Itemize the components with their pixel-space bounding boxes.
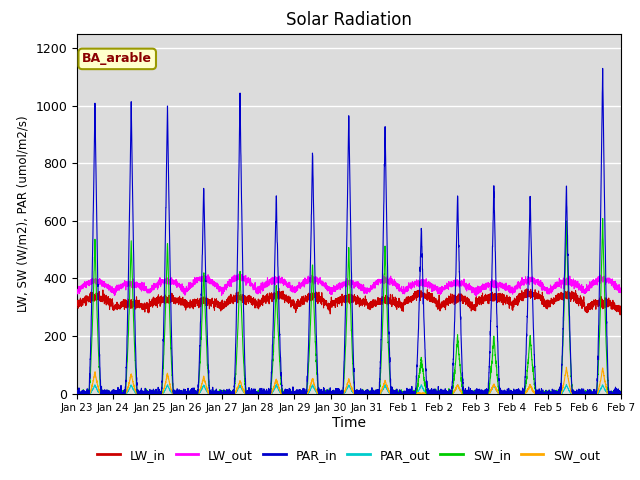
SW_in	[441, 391, 449, 396]
LW_out	[502, 285, 509, 290]
LW_in	[616, 312, 624, 318]
PAR_in	[171, 387, 179, 393]
SW_out	[502, 391, 509, 396]
LW_in	[171, 296, 179, 302]
PAR_out	[454, 382, 461, 387]
LW_out	[617, 286, 625, 291]
LW_out	[471, 287, 479, 293]
LW_out	[472, 293, 480, 299]
PAR_in	[502, 388, 509, 394]
SW_out	[171, 391, 179, 396]
SW_in	[617, 391, 625, 396]
Line: LW_in: LW_in	[77, 288, 621, 315]
Line: LW_out: LW_out	[77, 274, 621, 296]
Y-axis label: LW, SW (W/m2), PAR (umol/m2/s): LW, SW (W/m2), PAR (umol/m2/s)	[17, 115, 29, 312]
PAR_in	[617, 390, 625, 396]
PAR_in	[616, 389, 624, 395]
LW_in	[502, 301, 509, 307]
LW_in	[471, 303, 479, 309]
Line: PAR_in: PAR_in	[77, 68, 621, 394]
SW_in	[502, 390, 509, 396]
SW_out	[616, 391, 624, 396]
LW_out	[235, 271, 243, 277]
LW_out	[73, 292, 81, 298]
SW_out	[471, 391, 479, 396]
SW_out	[73, 391, 81, 396]
LW_in	[329, 302, 337, 308]
SW_out	[563, 364, 570, 370]
Title: Solar Radiation: Solar Radiation	[286, 11, 412, 29]
SW_in	[73, 390, 81, 396]
LW_in	[441, 299, 449, 304]
PAR_in	[441, 391, 449, 396]
PAR_out	[441, 390, 449, 396]
PAR_in	[73, 386, 81, 392]
PAR_out	[171, 391, 179, 396]
X-axis label: Time: Time	[332, 416, 366, 430]
Legend: LW_in, LW_out, PAR_in, PAR_out, SW_in, SW_out: LW_in, LW_out, PAR_in, PAR_out, SW_in, S…	[92, 444, 605, 467]
Line: SW_in: SW_in	[77, 218, 621, 394]
PAR_out	[617, 390, 625, 396]
PAR_out	[329, 391, 337, 396]
PAR_out	[471, 391, 479, 396]
LW_in	[73, 300, 81, 306]
PAR_out	[74, 391, 81, 396]
SW_out	[328, 391, 336, 396]
LW_in	[617, 305, 625, 311]
SW_in	[171, 389, 179, 395]
Text: BA_arable: BA_arable	[82, 52, 152, 65]
Line: PAR_out: PAR_out	[77, 384, 621, 394]
SW_in	[73, 391, 81, 396]
SW_in	[329, 391, 337, 396]
PAR_out	[73, 390, 81, 396]
PAR_in	[74, 391, 81, 396]
PAR_in	[599, 65, 607, 71]
LW_out	[441, 285, 449, 290]
PAR_in	[329, 388, 337, 394]
SW_out	[440, 391, 448, 396]
LW_out	[171, 280, 179, 286]
LW_in	[616, 308, 624, 314]
PAR_out	[502, 391, 509, 396]
PAR_out	[616, 390, 624, 396]
LW_out	[616, 287, 624, 292]
LW_out	[329, 288, 337, 293]
SW_in	[616, 391, 624, 396]
Line: SW_out: SW_out	[77, 367, 621, 394]
SW_out	[617, 390, 625, 396]
SW_in	[471, 391, 479, 396]
LW_in	[275, 285, 282, 291]
PAR_in	[471, 391, 479, 396]
SW_in	[599, 216, 607, 221]
